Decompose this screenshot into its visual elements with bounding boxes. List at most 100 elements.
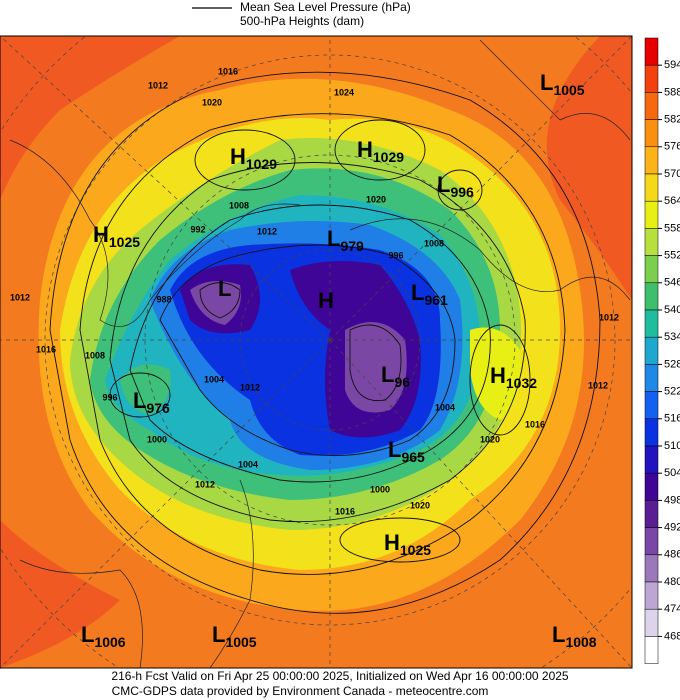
- system-value: 965: [401, 449, 425, 465]
- colorbar-swatch: [644, 228, 659, 256]
- colorbar-swatch: [644, 418, 659, 447]
- pressure-system: L1005: [212, 622, 257, 650]
- contour-label: 1016: [335, 506, 355, 516]
- contour-label: 988: [156, 294, 171, 304]
- colorbar-label: 480: [664, 576, 680, 588]
- colorbar-swatch: [644, 364, 659, 392]
- colorbar-label: 570: [664, 168, 680, 180]
- system-value: 961: [424, 292, 448, 308]
- system-value: 976: [146, 400, 170, 416]
- colorbar-swatch: [644, 636, 659, 664]
- pressure-system: L996: [437, 172, 474, 200]
- system-value: 996: [450, 184, 474, 200]
- contour-labels: 1016 1012 1020 1024 1020 1008 1012 1008 992 996 10…: [10, 66, 619, 516]
- system-letter: H: [230, 144, 246, 169]
- colorbar-swatch: [644, 37, 659, 66]
- contour-label: 1008: [424, 238, 444, 248]
- colorbar-label: 594: [664, 59, 680, 71]
- contour-label: 1016: [525, 419, 545, 429]
- colorbar-swatch: [644, 581, 659, 610]
- colorbar-swatch: [644, 309, 659, 338]
- colorbar: 594 588 582 576 570 564 558 552 546 540 534 528 522 5…: [644, 37, 680, 664]
- system-letter: L: [388, 437, 401, 462]
- system-value: 1032: [506, 375, 537, 391]
- system-value: 1008: [565, 634, 596, 650]
- system-letter: L: [81, 622, 94, 647]
- pressure-system: L976: [133, 388, 170, 416]
- colorbar-swatch: [644, 282, 659, 311]
- colorbar-label: 582: [664, 114, 680, 126]
- system-value: 1005: [225, 634, 256, 650]
- colorbar-swatch: [644, 445, 659, 474]
- system-letter: H: [384, 530, 400, 555]
- map-frame: [0, 35, 633, 669]
- contour-label: 1012: [257, 226, 277, 236]
- colorbar-label: 474: [664, 603, 680, 615]
- colorbar-label: 510: [664, 440, 680, 452]
- colorbar-label: 558: [664, 222, 680, 234]
- system-letter: L: [381, 362, 394, 387]
- system-value: 1029: [373, 149, 404, 165]
- colorbar-label: 534: [664, 331, 680, 343]
- contour-label: 1004: [204, 374, 224, 384]
- contour-label: 1012: [588, 380, 608, 390]
- pressure-system: H1025: [384, 530, 431, 558]
- pressure-system: H1029: [357, 137, 404, 165]
- colorbar-label: 498: [664, 494, 680, 506]
- colorbar-swatch: [644, 554, 659, 583]
- contour-label: 1000: [147, 434, 167, 444]
- legend-label: Mean Sea Level Pressure (hPa): [240, 0, 411, 14]
- colorbar-label: 540: [664, 304, 680, 316]
- colorbar-swatch: [644, 608, 659, 637]
- contour-label: 1020: [410, 500, 430, 510]
- legend-label: 500-hPa Heights (dam): [240, 14, 364, 28]
- contour-label: 996: [102, 392, 117, 402]
- pressure-system: L961: [411, 280, 448, 308]
- contour-label: 1012: [148, 80, 168, 90]
- contour-label: 1020: [480, 434, 500, 444]
- pressure-system: H: [318, 288, 334, 313]
- pressure-system: L979: [327, 226, 364, 254]
- pressure-system: L1005: [540, 70, 585, 98]
- system-letter: L: [212, 622, 225, 647]
- colorbar-label: 468: [664, 630, 680, 642]
- colorbar-swatch: [644, 200, 659, 229]
- system-value: 96: [394, 374, 410, 390]
- system-letter: H: [93, 222, 109, 247]
- pressure-system: L: [218, 276, 231, 301]
- colorbar-label: 576: [664, 141, 680, 153]
- colorbar-swatch: [644, 64, 659, 93]
- colorbar-swatch: [644, 255, 659, 284]
- colorbar-label: 528: [664, 358, 680, 370]
- colorbar-swatch: [644, 527, 659, 556]
- colorbar-swatch: [644, 472, 659, 501]
- colorbar-label: 552: [664, 250, 680, 262]
- contour-label: 1020: [202, 97, 222, 107]
- contour-label: 1012: [240, 382, 260, 392]
- contour-label: 1020: [366, 194, 386, 204]
- system-value: 1025: [400, 542, 431, 558]
- contour-label: 1012: [195, 479, 215, 489]
- system-letter: H: [318, 288, 334, 313]
- system-letter: L: [552, 622, 565, 647]
- colorbar-swatch: [644, 173, 659, 202]
- system-letter: L: [437, 172, 450, 197]
- colorbar-swatch: [644, 500, 659, 528]
- system-value: 1006: [94, 634, 125, 650]
- contour-label: 1016: [36, 344, 56, 354]
- colorbar-swatch: [644, 92, 659, 120]
- colorbar-swatch: [644, 146, 659, 175]
- contour-label: 1008: [229, 200, 249, 210]
- colorbar-swatch: [644, 336, 659, 365]
- system-value: 1005: [553, 82, 584, 98]
- pressure-system: L965: [388, 437, 425, 465]
- contour-label: 1004: [238, 459, 258, 469]
- contour-label: 1012: [599, 312, 619, 322]
- pressure-system: H1025: [93, 222, 140, 250]
- colorbar-label: 486: [664, 549, 680, 561]
- colorbar-label: 564: [664, 195, 680, 207]
- colorbar-label: 546: [664, 277, 680, 289]
